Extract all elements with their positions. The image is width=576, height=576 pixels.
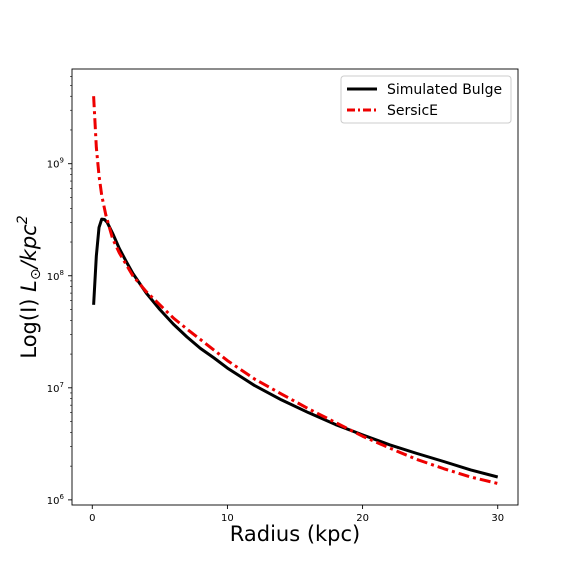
x-axis-label: Radius (kpc) (230, 522, 361, 546)
plot-frame (71, 68, 519, 506)
y-tick-label: 109 (47, 157, 64, 171)
x-tick-label: 10 (221, 513, 234, 524)
legend-label-simulated-bulge: Simulated Bulge (387, 82, 502, 98)
y-axis-label-unit-subscript: ⊙ (28, 268, 44, 280)
series-layer (92, 96, 499, 485)
y-axis-label-unit-symbol: L (17, 280, 41, 292)
plot-background (72, 69, 518, 505)
series-line-sersice (92, 96, 499, 485)
series-line-simulated-bulge (92, 217, 499, 479)
x-tick-label: 0 (89, 513, 95, 524)
y-tick-label: 108 (47, 269, 64, 283)
x-tick-label: 20 (356, 513, 369, 524)
y-tick-label: 107 (47, 381, 64, 395)
y-axis-label-unit-power: 2 (15, 215, 31, 224)
y-axis-label-unit-rest: /kpc (17, 224, 41, 271)
legend: Simulated Bulge SersicE (340, 75, 512, 124)
legend-label-sersice: SersicE (387, 103, 438, 119)
y-axis-ticks: 106 107 108 109 (47, 76, 72, 507)
x-tick-label: 30 (491, 513, 504, 524)
y-axis-label-prefix: Log(I) (17, 292, 41, 359)
y-axis-label: Log(I) L⊙/kpc2 (15, 215, 44, 358)
x-axis-ticks: 0 10 20 30 (89, 505, 504, 524)
legend-box (340, 75, 512, 124)
y-tick-label: 106 (47, 493, 65, 507)
